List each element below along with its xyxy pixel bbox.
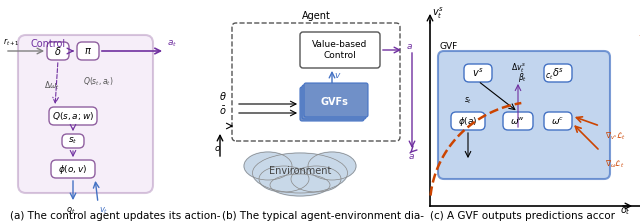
- FancyBboxPatch shape: [62, 134, 84, 148]
- Text: $\Delta\omega_t$: $\Delta\omega_t$: [44, 79, 60, 92]
- Ellipse shape: [244, 152, 292, 180]
- Text: $\pi$: $\pi$: [84, 46, 92, 56]
- Text: $\beta_t$: $\beta_t$: [518, 70, 527, 84]
- Text: Agent: Agent: [301, 11, 330, 21]
- FancyBboxPatch shape: [51, 160, 95, 178]
- FancyBboxPatch shape: [77, 42, 99, 60]
- FancyBboxPatch shape: [451, 112, 485, 130]
- FancyBboxPatch shape: [49, 107, 97, 125]
- Text: $\delta$: $\delta$: [54, 45, 61, 57]
- Text: Environment: Environment: [269, 166, 331, 176]
- Text: (c) A GVF outputs predictions accor: (c) A GVF outputs predictions accor: [430, 211, 615, 221]
- Text: $r_{t+1}$: $r_{t+1}$: [3, 36, 20, 48]
- Text: $o_t$: $o_t$: [620, 205, 631, 217]
- Text: $\omega^c$: $\omega^c$: [551, 116, 564, 126]
- Text: (a) The control agent updates its action-: (a) The control agent updates its action…: [10, 211, 221, 221]
- Text: $a$: $a$: [406, 42, 413, 51]
- Ellipse shape: [291, 166, 341, 192]
- Text: $o$: $o$: [214, 144, 221, 153]
- Ellipse shape: [270, 174, 330, 196]
- FancyBboxPatch shape: [300, 32, 380, 68]
- Text: $\delta^s$: $\delta^s$: [552, 67, 564, 79]
- Text: $Q(s,a;w)$: $Q(s,a;w)$: [52, 110, 94, 122]
- Text: $\phi(o,v)$: $\phi(o,v)$: [58, 162, 88, 175]
- Ellipse shape: [308, 152, 356, 180]
- Text: $o_t$: $o_t$: [66, 206, 76, 217]
- Text: $\bar{o}$: $\bar{o}$: [220, 105, 227, 117]
- FancyBboxPatch shape: [544, 112, 572, 130]
- Text: Value-based
Control: Value-based Control: [312, 40, 368, 60]
- Text: $\nabla_{\omega}\mathcal{L}_t$: $\nabla_{\omega}\mathcal{L}_t$: [605, 158, 625, 170]
- Text: $c_t$: $c_t$: [545, 72, 554, 82]
- Text: $\theta$: $\theta$: [220, 90, 227, 102]
- Ellipse shape: [259, 166, 309, 192]
- Text: $a_t$: $a_t$: [167, 38, 177, 49]
- FancyBboxPatch shape: [438, 51, 610, 179]
- Text: GVF: GVF: [440, 42, 458, 51]
- FancyBboxPatch shape: [302, 85, 366, 119]
- Text: $s_t$: $s_t$: [464, 96, 472, 106]
- FancyBboxPatch shape: [304, 83, 368, 117]
- FancyBboxPatch shape: [300, 87, 364, 121]
- Text: $v_t$: $v_t$: [99, 206, 108, 217]
- Text: $v^s_t$: $v^s_t$: [432, 6, 444, 21]
- FancyBboxPatch shape: [544, 64, 572, 82]
- Text: $\nabla_{v^s}\mathcal{L}_t$: $\nabla_{v^s}\mathcal{L}_t$: [605, 131, 626, 143]
- Text: $\Delta v^s_t$: $\Delta v^s_t$: [511, 61, 525, 75]
- Text: $a$: $a$: [408, 152, 415, 161]
- Text: (b) The typical agent-environment dia-: (b) The typical agent-environment dia-: [222, 211, 424, 221]
- FancyBboxPatch shape: [464, 64, 492, 82]
- Text: $\mathcal{L}_t$: $\mathcal{L}_t$: [638, 27, 640, 40]
- FancyBboxPatch shape: [503, 112, 533, 130]
- Text: $v^s$: $v^s$: [472, 67, 484, 79]
- Text: $s_t$: $s_t$: [68, 136, 77, 146]
- Text: GVFs: GVFs: [320, 97, 348, 107]
- Ellipse shape: [253, 153, 348, 193]
- Text: Control: Control: [31, 39, 65, 49]
- FancyBboxPatch shape: [47, 42, 69, 60]
- Text: $Q(s_t,a_t)$: $Q(s_t,a_t)$: [83, 75, 113, 88]
- FancyBboxPatch shape: [18, 35, 153, 193]
- Text: $\phi(a)$: $\phi(a)$: [458, 114, 478, 128]
- Text: $v$: $v$: [334, 70, 341, 80]
- Text: $\omega^w$: $\omega^w$: [511, 116, 525, 126]
